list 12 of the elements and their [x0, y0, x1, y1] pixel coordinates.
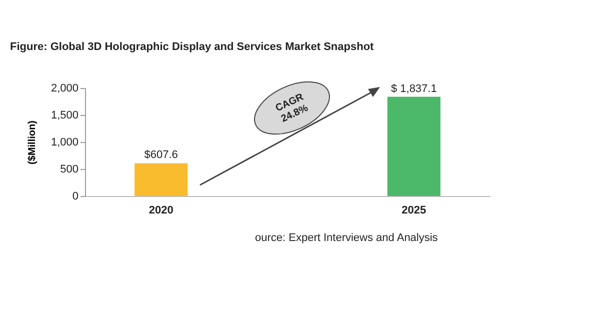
y-tick-label: 1,500: [50, 110, 78, 122]
x-tick-label: 2025: [402, 204, 426, 216]
y-tick-label: 2,000: [50, 82, 78, 94]
data-label: $ 1,837.1: [390, 82, 437, 95]
data-label: $607.6: [144, 149, 178, 162]
y-tick-label: 500: [60, 164, 78, 176]
x-tick-label: 2020: [148, 204, 174, 216]
text: ource: Expert Interviews and Analysis: [255, 232, 438, 244]
y-tick-label: 0: [72, 190, 78, 202]
y-tick-label: 1,000: [50, 136, 78, 148]
y-axis-title: ($Million): [26, 120, 38, 164]
chart-title: Figure: Global 3D Holographic Display and Services Market Snapshot: [10, 41, 374, 53]
